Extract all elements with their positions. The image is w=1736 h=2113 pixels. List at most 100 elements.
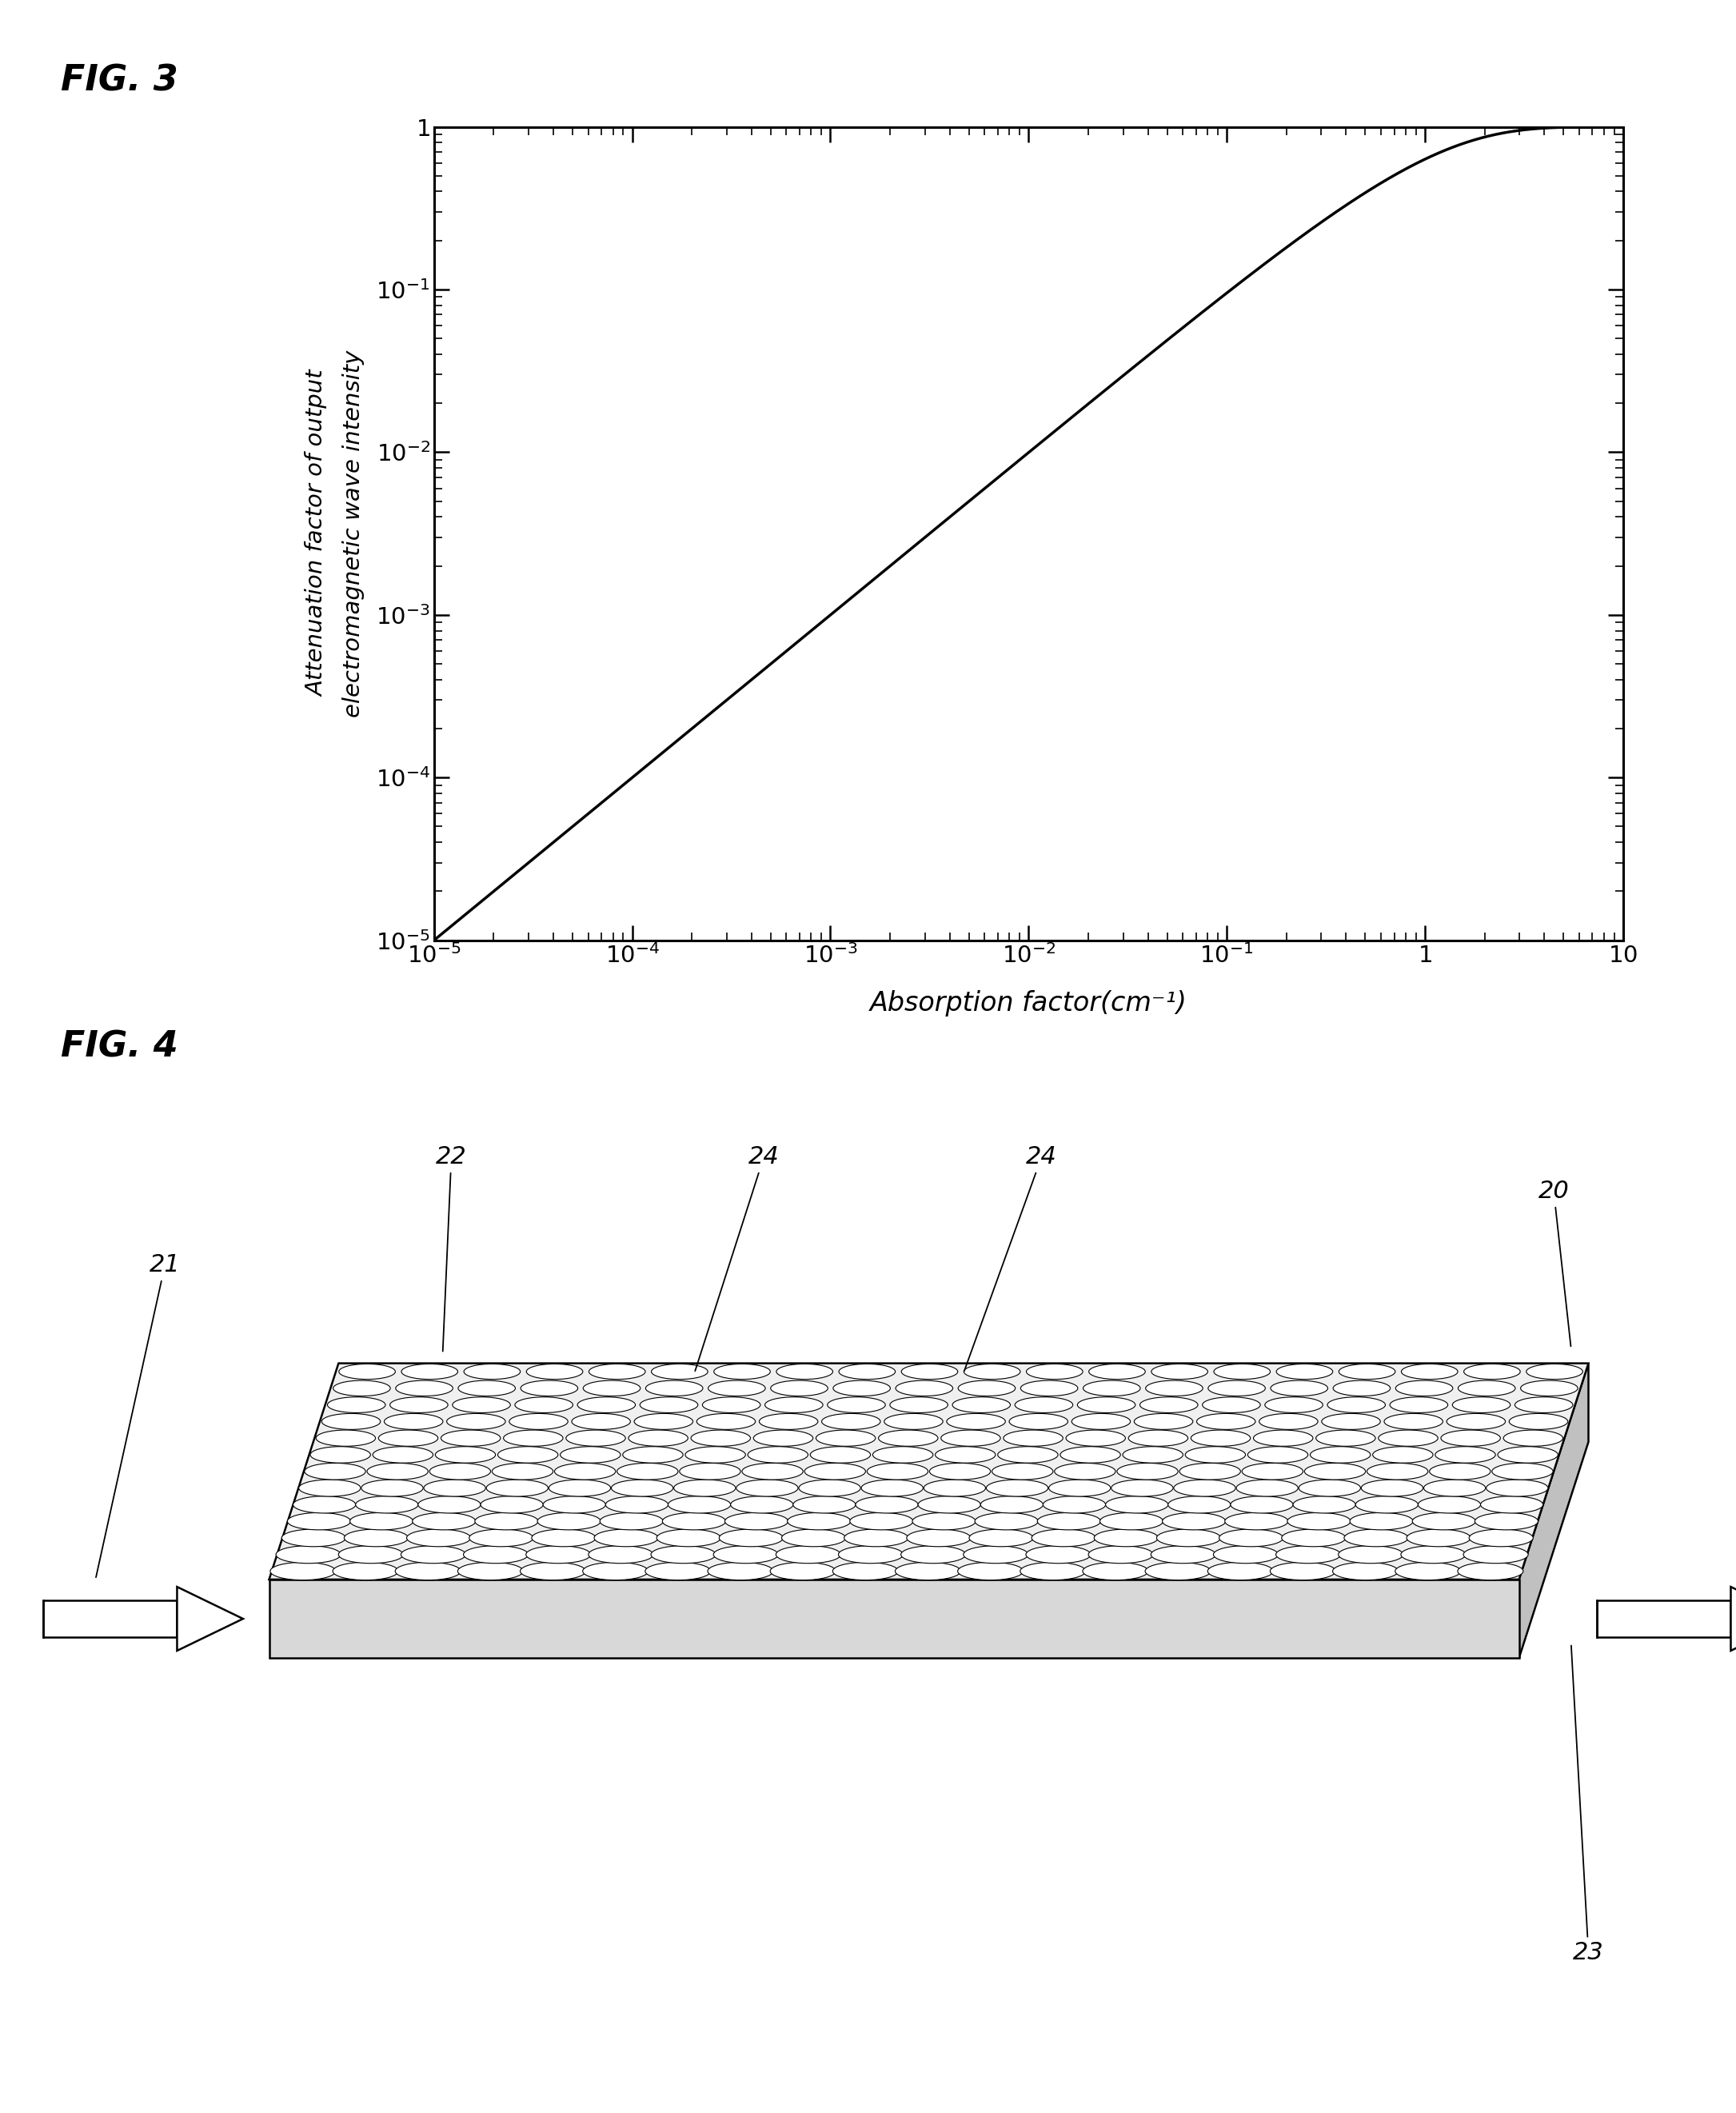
Ellipse shape — [891, 1397, 948, 1414]
Ellipse shape — [304, 1462, 366, 1479]
Ellipse shape — [1316, 1431, 1375, 1445]
Ellipse shape — [634, 1414, 693, 1431]
Ellipse shape — [651, 1547, 715, 1564]
Ellipse shape — [1191, 1431, 1250, 1445]
Ellipse shape — [1293, 1496, 1356, 1513]
Ellipse shape — [851, 1513, 913, 1530]
Ellipse shape — [351, 1513, 413, 1530]
Ellipse shape — [311, 1447, 370, 1462]
Ellipse shape — [844, 1530, 908, 1547]
Ellipse shape — [646, 1562, 710, 1581]
Text: 22: 22 — [436, 1145, 467, 1352]
Ellipse shape — [594, 1530, 658, 1547]
Ellipse shape — [1344, 1530, 1408, 1547]
Ellipse shape — [771, 1562, 835, 1581]
Ellipse shape — [663, 1513, 726, 1530]
Ellipse shape — [741, 1462, 804, 1479]
Ellipse shape — [1361, 1479, 1424, 1496]
Ellipse shape — [526, 1365, 583, 1380]
Ellipse shape — [1436, 1447, 1495, 1462]
Ellipse shape — [1236, 1479, 1299, 1496]
Ellipse shape — [583, 1562, 648, 1581]
Ellipse shape — [1219, 1530, 1283, 1547]
Ellipse shape — [481, 1496, 543, 1513]
Ellipse shape — [628, 1431, 687, 1445]
Ellipse shape — [1333, 1562, 1397, 1581]
Ellipse shape — [1311, 1447, 1370, 1462]
Ellipse shape — [998, 1447, 1057, 1462]
Ellipse shape — [1106, 1496, 1168, 1513]
Ellipse shape — [453, 1397, 510, 1414]
Ellipse shape — [753, 1431, 812, 1445]
Ellipse shape — [589, 1365, 646, 1380]
Ellipse shape — [731, 1496, 793, 1513]
Ellipse shape — [401, 1547, 465, 1564]
Ellipse shape — [686, 1447, 745, 1462]
Ellipse shape — [543, 1496, 606, 1513]
Ellipse shape — [356, 1496, 418, 1513]
Ellipse shape — [464, 1547, 528, 1564]
Ellipse shape — [1463, 1547, 1528, 1564]
Ellipse shape — [1088, 1365, 1146, 1380]
Ellipse shape — [856, 1496, 918, 1513]
Ellipse shape — [924, 1479, 986, 1496]
Ellipse shape — [838, 1547, 903, 1564]
Ellipse shape — [333, 1562, 398, 1581]
Ellipse shape — [1026, 1365, 1083, 1380]
Ellipse shape — [781, 1530, 845, 1547]
Ellipse shape — [413, 1513, 476, 1530]
Ellipse shape — [339, 1365, 396, 1380]
Ellipse shape — [946, 1414, 1005, 1431]
Ellipse shape — [713, 1365, 771, 1380]
Ellipse shape — [1078, 1397, 1135, 1414]
Ellipse shape — [1248, 1447, 1307, 1462]
Ellipse shape — [1271, 1380, 1328, 1397]
Ellipse shape — [1031, 1530, 1095, 1547]
Ellipse shape — [316, 1431, 375, 1445]
Ellipse shape — [1174, 1479, 1236, 1496]
Ellipse shape — [458, 1380, 516, 1397]
Ellipse shape — [866, 1462, 929, 1479]
Ellipse shape — [1378, 1431, 1437, 1445]
Ellipse shape — [464, 1365, 521, 1380]
Ellipse shape — [498, 1447, 557, 1462]
Ellipse shape — [1021, 1380, 1078, 1397]
Ellipse shape — [396, 1380, 453, 1397]
Ellipse shape — [1469, 1530, 1533, 1547]
Ellipse shape — [1476, 1513, 1538, 1530]
Ellipse shape — [1196, 1414, 1255, 1431]
Ellipse shape — [1259, 1414, 1318, 1431]
Ellipse shape — [1146, 1380, 1203, 1397]
Polygon shape — [1731, 1587, 1736, 1650]
Ellipse shape — [1338, 1547, 1403, 1564]
Ellipse shape — [616, 1462, 679, 1479]
Ellipse shape — [293, 1496, 356, 1513]
Ellipse shape — [486, 1479, 549, 1496]
Text: 23: 23 — [1571, 1646, 1604, 1965]
Ellipse shape — [679, 1462, 741, 1479]
Ellipse shape — [958, 1562, 1023, 1581]
Polygon shape — [1519, 1363, 1588, 1659]
Ellipse shape — [491, 1462, 554, 1479]
Ellipse shape — [361, 1479, 424, 1496]
Ellipse shape — [833, 1380, 891, 1397]
Ellipse shape — [958, 1380, 1016, 1397]
Ellipse shape — [1321, 1414, 1380, 1431]
Ellipse shape — [1083, 1562, 1147, 1581]
Ellipse shape — [554, 1462, 616, 1479]
Ellipse shape — [1179, 1462, 1241, 1479]
Ellipse shape — [1356, 1496, 1418, 1513]
Ellipse shape — [583, 1380, 641, 1397]
Ellipse shape — [538, 1513, 601, 1530]
Ellipse shape — [1208, 1380, 1266, 1397]
Ellipse shape — [1429, 1462, 1491, 1479]
Ellipse shape — [1141, 1397, 1198, 1414]
Ellipse shape — [424, 1479, 486, 1496]
Ellipse shape — [516, 1397, 573, 1414]
Polygon shape — [177, 1587, 243, 1650]
Ellipse shape — [641, 1397, 698, 1414]
Ellipse shape — [469, 1530, 533, 1547]
Ellipse shape — [1101, 1513, 1163, 1530]
Ellipse shape — [1163, 1513, 1226, 1530]
Ellipse shape — [828, 1397, 885, 1414]
